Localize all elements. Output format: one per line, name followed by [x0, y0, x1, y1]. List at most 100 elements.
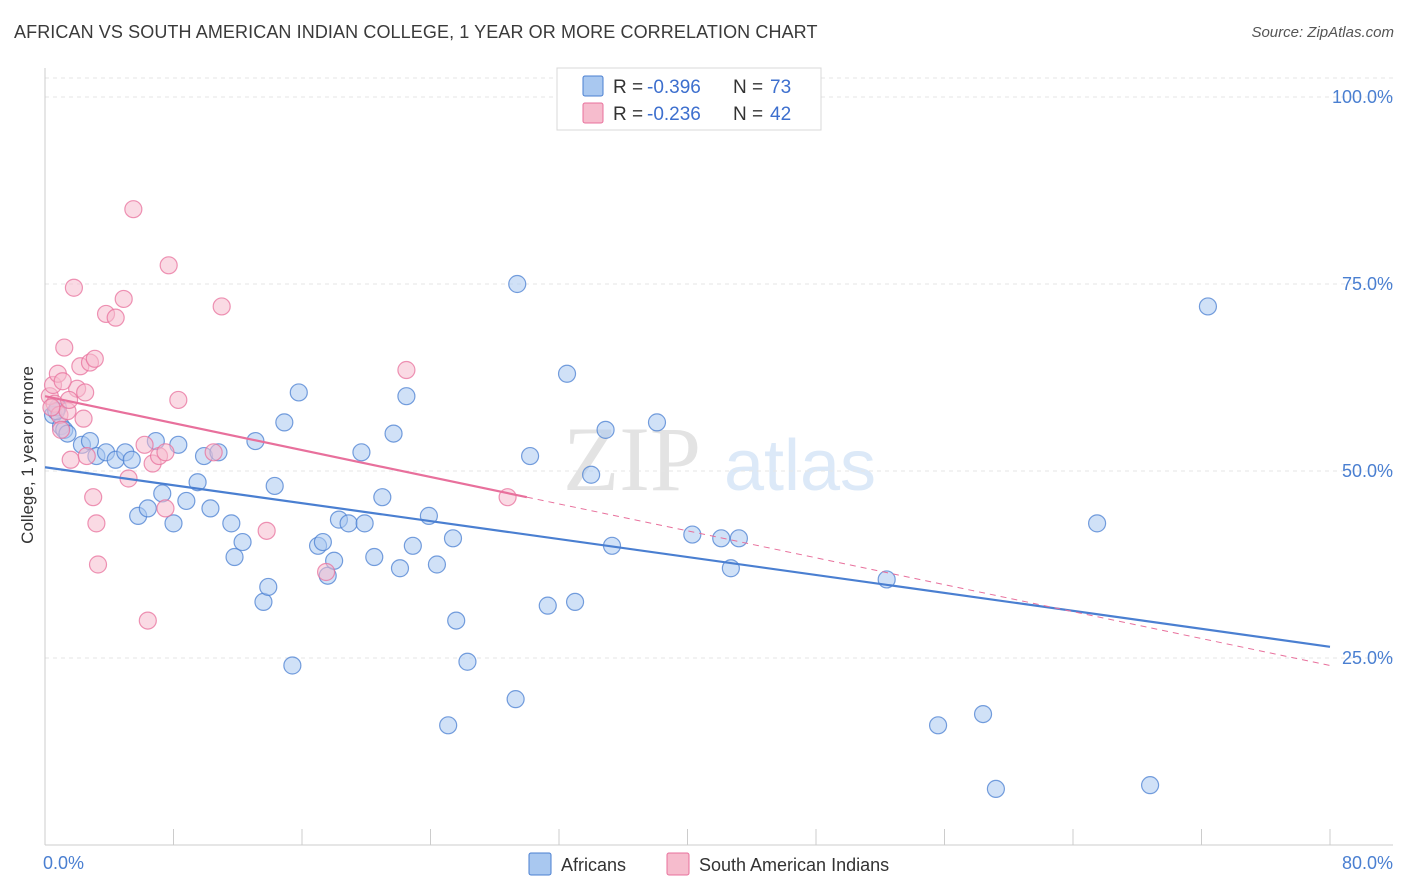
africans-point-19 [177, 491, 196, 511]
sai-point-35 [316, 562, 336, 582]
africans-point-57 [538, 596, 557, 615]
sai-point-15 [84, 488, 103, 507]
x-tick-label-right: 80.0% [1342, 853, 1393, 873]
africans-point-22 [201, 499, 220, 518]
trend-line-africans [44, 466, 1331, 648]
sai-point-25 [138, 611, 157, 630]
africans-point-44 [384, 424, 403, 443]
africans-point-30 [265, 476, 284, 496]
africans-point-71 [986, 779, 1006, 799]
y-tick-labels: 100.0% 75.0% 50.0% 25.0% [1332, 87, 1393, 668]
watermark-atlas: atlas [724, 426, 876, 506]
africans-point-56 [520, 446, 540, 466]
africans-point-50 [439, 716, 458, 735]
sai-point-21 [114, 289, 133, 309]
watermark: ZIP atlas [563, 408, 876, 510]
sai-point-20 [106, 308, 125, 327]
africans-point-14 [138, 499, 157, 518]
africans-point-59 [565, 592, 585, 612]
africans-point-25 [225, 547, 244, 567]
trend-line-sai-dashed [526, 496, 1331, 666]
africans-point-54 [506, 690, 525, 709]
trend-lines [44, 395, 1331, 666]
africans-point-12 [122, 450, 141, 469]
africans-point-35 [313, 532, 332, 552]
sai-point-28 [156, 443, 175, 462]
y-tick-label-1: 75.0% [1342, 274, 1393, 294]
africans-point-70 [973, 704, 993, 724]
africans-point-16 [153, 484, 172, 503]
africans-point-52 [447, 611, 466, 630]
sai-point-33 [212, 297, 231, 316]
sai-point-36 [397, 360, 416, 380]
watermark-zip: ZIP [563, 408, 701, 510]
gridlines [45, 77, 1393, 659]
africans-point-55 [508, 274, 527, 294]
africans-point-64 [683, 525, 702, 544]
sai-point-31 [169, 390, 188, 410]
x-tick-labels: 0.0% 80.0% [43, 853, 1393, 873]
sai-point-16 [87, 514, 106, 533]
africans-point-42 [365, 547, 384, 567]
sai-point-39 [42, 398, 61, 417]
legend-swatch-sai [582, 102, 604, 124]
legend-r-value-2: -0.236 [647, 104, 701, 125]
africans-point-72 [1087, 514, 1107, 533]
legend-r-label-1: R = [613, 77, 643, 98]
africans-point-53 [458, 652, 477, 671]
trend-line-sai-solid [44, 395, 528, 499]
y-tick-label-2: 50.0% [1342, 461, 1393, 481]
sai-point-30 [159, 256, 178, 275]
sai-point-18 [88, 555, 108, 574]
sai-point-5 [51, 420, 71, 439]
africans-point-47 [403, 536, 422, 555]
legend-n-value-2: 42 [770, 104, 791, 125]
africans-point-41 [355, 514, 374, 533]
africans-point-51 [443, 529, 463, 548]
legend-bottom: Africans South American Indians [528, 852, 889, 876]
y-axis-label: College, 1 year or more [18, 366, 37, 544]
chart-title: AFRICAN VS SOUTH AMERICAN INDIAN COLLEGE… [14, 22, 818, 42]
legend-swatch-africans-bottom [528, 852, 552, 876]
sai-point-32 [204, 443, 223, 462]
africans-point-40 [352, 443, 371, 462]
sai-point-41 [53, 372, 72, 391]
africans-point-74 [1198, 297, 1218, 316]
series-africans [43, 274, 1218, 799]
africans-point-20 [188, 473, 207, 492]
legend-label-africans: Africans [561, 855, 626, 875]
africans-point-60 [582, 465, 601, 484]
africans-point-24 [222, 514, 241, 533]
sai-point-40 [76, 383, 95, 402]
legend-label-sai: South American Indians [699, 855, 889, 875]
africans-point-26 [233, 532, 252, 552]
sai-point-34 [257, 521, 276, 540]
sai-point-12 [74, 409, 93, 428]
sai-point-23 [124, 200, 143, 219]
legend-n-label-2: N = [733, 104, 763, 125]
y-tick-label-3: 25.0% [1342, 648, 1393, 668]
x-tick-label-left: 0.0% [43, 853, 84, 873]
africans-point-61 [596, 420, 615, 439]
africans-point-39 [339, 514, 358, 533]
africans-point-67 [729, 529, 749, 548]
africans-point-29 [259, 577, 278, 597]
sai-point-24 [135, 435, 154, 454]
africans-point-73 [1140, 776, 1160, 795]
africans-point-69 [928, 716, 948, 735]
sai-point-13 [77, 446, 96, 466]
africans-point-31 [275, 413, 294, 432]
sai-point-9 [64, 278, 84, 297]
africans-point-45 [390, 559, 410, 578]
africans-point-32 [283, 656, 302, 675]
axes [44, 68, 1393, 846]
legend-n-label-1: N = [733, 77, 763, 98]
africans-point-43 [373, 488, 392, 507]
africans-point-49 [427, 555, 447, 574]
africans-point-58 [557, 364, 577, 383]
legend-r-label-2: R = [613, 104, 643, 125]
africans-point-17 [164, 514, 183, 533]
africans-point-33 [289, 383, 308, 402]
legend-swatch-sai-bottom [666, 852, 690, 876]
